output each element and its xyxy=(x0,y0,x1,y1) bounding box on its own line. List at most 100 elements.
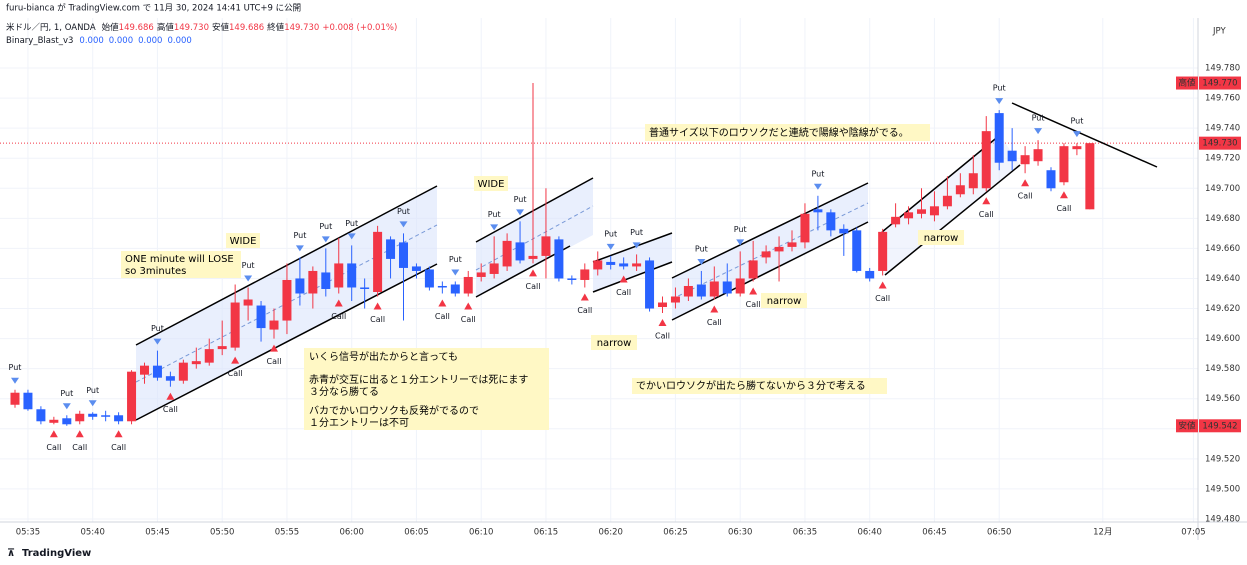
candle-body xyxy=(36,409,46,422)
candle-body xyxy=(619,263,629,267)
candle-body xyxy=(994,113,1004,163)
put-arrow xyxy=(295,245,304,252)
call-label: Call xyxy=(267,357,282,366)
candle-body xyxy=(178,362,188,381)
candle-body xyxy=(567,278,577,280)
call-label: Call xyxy=(875,294,890,303)
candle-body xyxy=(748,260,758,279)
put-label: Put xyxy=(151,324,164,333)
candle-body xyxy=(127,371,137,422)
x-tick-label: 06:25 xyxy=(663,528,688,538)
put-arrow xyxy=(244,275,253,282)
indicator-value: 0.000 xyxy=(109,36,133,46)
y-tick-label: 149.600 xyxy=(1205,334,1240,344)
put-label: Put xyxy=(345,219,358,228)
x-tick-label: 06:45 xyxy=(922,528,947,538)
candle-body xyxy=(411,266,421,271)
put-arrow xyxy=(490,224,499,231)
candle-body xyxy=(295,278,305,294)
candle-body xyxy=(658,302,667,308)
call-arrow xyxy=(878,281,887,289)
candle-body xyxy=(373,231,383,292)
ohlc-value: 149.730 xyxy=(174,23,209,33)
candle-body xyxy=(424,269,434,288)
call-arrow xyxy=(373,302,382,310)
candle-body xyxy=(269,320,279,330)
annotation: 赤青が交互に出ると１分エントリーでは死にます xyxy=(309,373,528,386)
candle-body xyxy=(49,419,59,423)
annotation: ONE minute will LOSE xyxy=(125,254,234,265)
candle-body xyxy=(826,212,836,231)
annotation: いくら信号が出たからと言っても xyxy=(309,350,458,363)
candle-body xyxy=(243,299,253,306)
put-arrow xyxy=(11,377,19,384)
put-arrow xyxy=(451,269,460,276)
candle-body xyxy=(437,285,447,288)
candle-body xyxy=(955,185,965,195)
candle-body xyxy=(800,213,810,243)
call-arrow xyxy=(75,430,84,438)
candle-body xyxy=(968,173,978,189)
call-arrow xyxy=(580,293,589,301)
candle-body xyxy=(981,131,991,189)
call-arrow xyxy=(438,299,447,307)
candle-body xyxy=(852,230,862,271)
candle-body xyxy=(1020,155,1030,165)
candle-body xyxy=(942,195,952,207)
candle-body xyxy=(670,296,680,303)
candle-body xyxy=(140,365,149,375)
put-arrow xyxy=(1072,131,1081,138)
call-arrow xyxy=(1059,191,1068,199)
put-label: Put xyxy=(811,169,824,178)
ohlc-label: 始値 xyxy=(102,22,120,33)
candle-body xyxy=(463,276,473,294)
call-label: Call xyxy=(435,312,450,321)
annotation: でかいロウソクが出たら勝てないから３分で考える xyxy=(636,379,866,392)
call-label: Call xyxy=(577,306,592,315)
put-arrow xyxy=(88,400,97,407)
put-label: Put xyxy=(734,225,747,234)
candle-body xyxy=(256,305,266,329)
ohlc-label: 終値 xyxy=(267,22,285,33)
put-label: Put xyxy=(1032,114,1045,123)
candle-body xyxy=(204,349,214,363)
candle-body xyxy=(476,272,486,277)
indicator-line: Binary_Blast_v3 0.000 0.000 0.000 0.000 xyxy=(6,36,192,46)
y-tick-label: 149.680 xyxy=(1205,214,1240,224)
candle-body xyxy=(165,376,175,381)
candle-body xyxy=(101,415,111,417)
x-tick-label: 06:30 xyxy=(728,528,753,538)
indicator-value: 0.000 xyxy=(167,36,191,46)
annotation: narrow xyxy=(767,296,802,307)
annotation: narrow xyxy=(924,233,959,244)
put-label: Put xyxy=(60,389,73,398)
call-label: Call xyxy=(979,210,994,219)
candle-body xyxy=(645,260,655,309)
y-tick-label: 149.740 xyxy=(1205,124,1240,134)
put-label: Put xyxy=(630,228,643,237)
x-tick-label: 05:50 xyxy=(210,528,235,538)
put-label: Put xyxy=(293,231,306,240)
put-arrow xyxy=(62,403,71,410)
call-arrow xyxy=(710,305,719,313)
candle-body xyxy=(515,242,525,261)
price-tag xyxy=(1199,136,1241,150)
x-tick-label: 12月 xyxy=(1093,528,1112,538)
price-tag xyxy=(1199,76,1241,90)
y-tick-label: 149.760 xyxy=(1205,94,1240,104)
indicator-value: 0.000 xyxy=(79,36,103,46)
price-tag-name-bg xyxy=(1176,76,1198,90)
candle-body xyxy=(541,236,551,256)
put-arrow xyxy=(606,243,615,250)
footer-logo: TradingView xyxy=(22,548,91,559)
put-label: Put xyxy=(993,84,1006,93)
candle-body xyxy=(761,251,771,258)
candle-body xyxy=(735,278,745,294)
price-tag xyxy=(1199,419,1241,433)
indicator-value: 0.000 xyxy=(138,36,162,46)
candle-body xyxy=(774,246,784,252)
x-tick-label: 06:05 xyxy=(404,528,429,538)
candle-body xyxy=(386,239,396,259)
candle-body xyxy=(709,281,719,297)
